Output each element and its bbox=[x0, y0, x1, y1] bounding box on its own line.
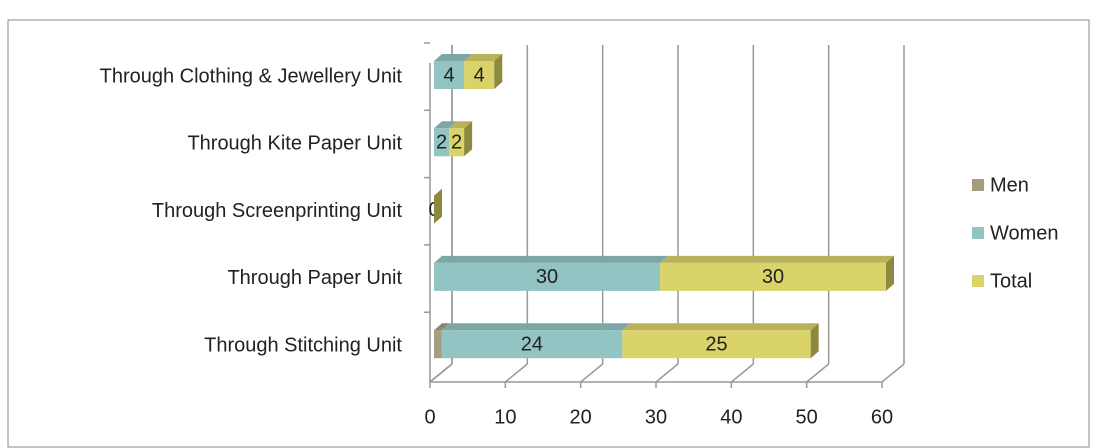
y-tick-label: Through Stitching Unit bbox=[204, 334, 402, 356]
bar-top bbox=[434, 323, 450, 331]
grid-line bbox=[580, 363, 604, 383]
bar-side bbox=[810, 323, 819, 359]
legend-swatch bbox=[972, 179, 984, 191]
data-label: 25 bbox=[705, 333, 727, 355]
x-tick-label: 60 bbox=[871, 406, 893, 428]
y-tick-label: Through Clothing & Jewellery Unit bbox=[100, 65, 403, 87]
bar-top bbox=[441, 323, 631, 331]
bar-top bbox=[622, 323, 819, 331]
bar bbox=[434, 330, 442, 359]
x-tick-label: 30 bbox=[645, 406, 667, 428]
legend-swatch bbox=[972, 227, 984, 239]
bar-top bbox=[434, 54, 473, 61]
y-tick-label: Through Screenprinting Unit bbox=[152, 200, 403, 222]
x-tick-label: 10 bbox=[494, 406, 516, 428]
y-tick-label: Through Kite Paper Unit bbox=[187, 133, 402, 155]
data-label: 4 bbox=[444, 64, 455, 86]
legend-label: Total bbox=[990, 270, 1032, 292]
grid-line bbox=[429, 363, 453, 383]
x-tick-label: 50 bbox=[796, 406, 818, 428]
bar-side bbox=[886, 255, 894, 291]
chart-border bbox=[7, 19, 1090, 448]
grid-line bbox=[504, 363, 528, 383]
data-label: 30 bbox=[536, 266, 558, 288]
bar bbox=[441, 330, 623, 359]
bar-top bbox=[434, 121, 458, 129]
data-label: 2 bbox=[436, 132, 447, 154]
bar bbox=[434, 61, 465, 89]
bar-top bbox=[434, 255, 668, 263]
data-label: 4 bbox=[474, 64, 485, 86]
grid-line bbox=[730, 363, 754, 383]
grid-line bbox=[881, 363, 905, 383]
bar-top bbox=[660, 255, 894, 263]
bar-top bbox=[464, 54, 503, 61]
x-tick-label: 0 bbox=[424, 406, 435, 428]
data-label: 2 bbox=[451, 132, 462, 154]
bar bbox=[434, 128, 450, 157]
bar bbox=[660, 262, 886, 291]
grid-line bbox=[806, 363, 830, 383]
bar bbox=[434, 262, 660, 291]
x-tick-label: 20 bbox=[570, 406, 592, 428]
legend-label: Women bbox=[990, 222, 1059, 244]
legend-label: Men bbox=[990, 174, 1029, 196]
bar bbox=[464, 61, 495, 89]
bar bbox=[622, 330, 811, 359]
y-tick-label: Through Paper Unit bbox=[227, 267, 402, 289]
bar-side bbox=[494, 54, 503, 89]
bar bbox=[449, 128, 465, 157]
bar-side bbox=[434, 188, 442, 224]
grid-line bbox=[655, 363, 679, 383]
bar-side bbox=[464, 121, 473, 157]
data-label: 24 bbox=[521, 333, 543, 355]
legend-swatch bbox=[972, 275, 984, 287]
x-tick-label: 40 bbox=[720, 406, 742, 428]
bar-top bbox=[449, 121, 473, 129]
data-label: 30 bbox=[762, 266, 784, 288]
